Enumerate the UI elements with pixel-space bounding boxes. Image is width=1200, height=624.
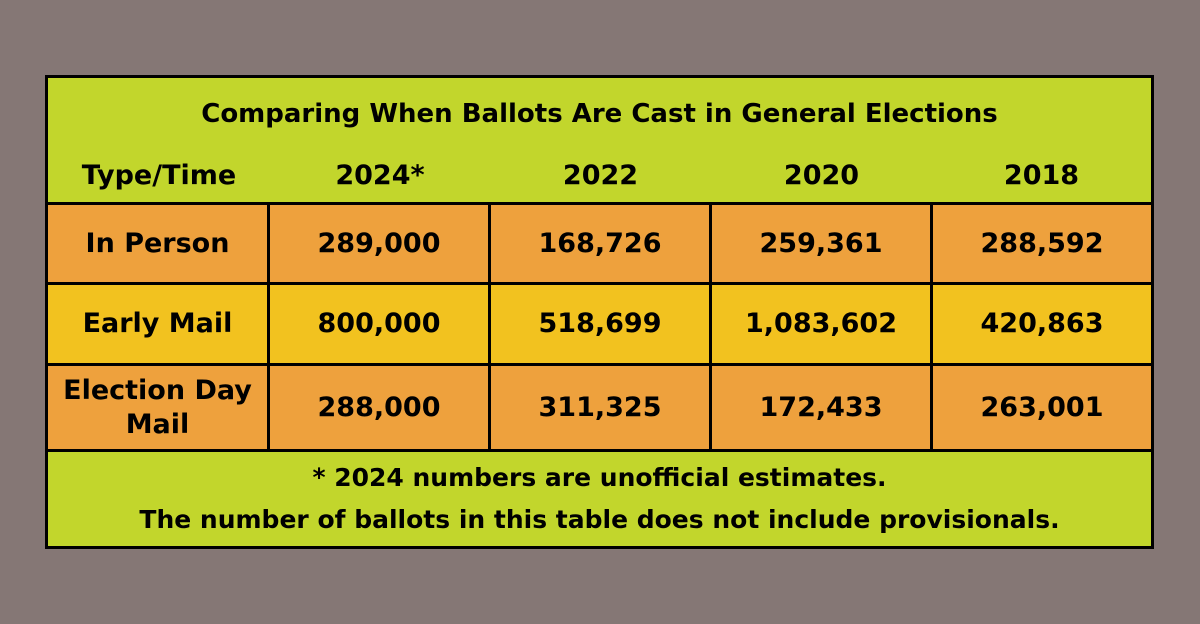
row-label-in-person: In Person xyxy=(48,205,267,282)
table-cell: 800,000 xyxy=(270,285,488,363)
row-header-label: Type/Time xyxy=(81,160,237,191)
table-cell: 288,592 xyxy=(933,205,1151,282)
column-header-2024: 2024* xyxy=(335,160,425,191)
table-cell: 263,001 xyxy=(933,366,1151,449)
ballot-table-frame: Comparing When Ballots Are Cast in Gener… xyxy=(45,75,1154,549)
row-label-line: Election Day xyxy=(63,374,252,406)
table-cell: 311,325 xyxy=(491,366,709,449)
table-cell: 172,433 xyxy=(712,366,930,449)
table-cell: 289,000 xyxy=(270,205,488,282)
table-title: Comparing When Ballots Are Cast in Gener… xyxy=(201,99,998,129)
table-body: In Person 289,000 168,726 259,361 288,59… xyxy=(48,202,1151,452)
row-label-line: Mail xyxy=(125,408,190,440)
footnote-provisionals: The number of ballots in this table does… xyxy=(139,505,1060,534)
table-cell: 1,083,602 xyxy=(712,285,930,363)
table-cell: 259,361 xyxy=(712,205,930,282)
table-header-row: Type/Time 2024* 2022 2020 2018 xyxy=(48,156,1151,196)
table-cell: 288,000 xyxy=(270,366,488,449)
column-header-2018: 2018 xyxy=(1003,160,1080,191)
column-header-2020: 2020 xyxy=(783,160,860,191)
table-cell: 420,863 xyxy=(933,285,1151,363)
footnote-estimates: * 2024 numbers are unofficial estimates. xyxy=(312,463,887,492)
row-label-election-day-mail: Election Day Mail xyxy=(48,366,267,449)
table-cell: 168,726 xyxy=(491,205,709,282)
table-cell: 518,699 xyxy=(491,285,709,363)
column-header-2022: 2022 xyxy=(562,160,639,191)
row-label-early-mail: Early Mail xyxy=(48,285,267,363)
